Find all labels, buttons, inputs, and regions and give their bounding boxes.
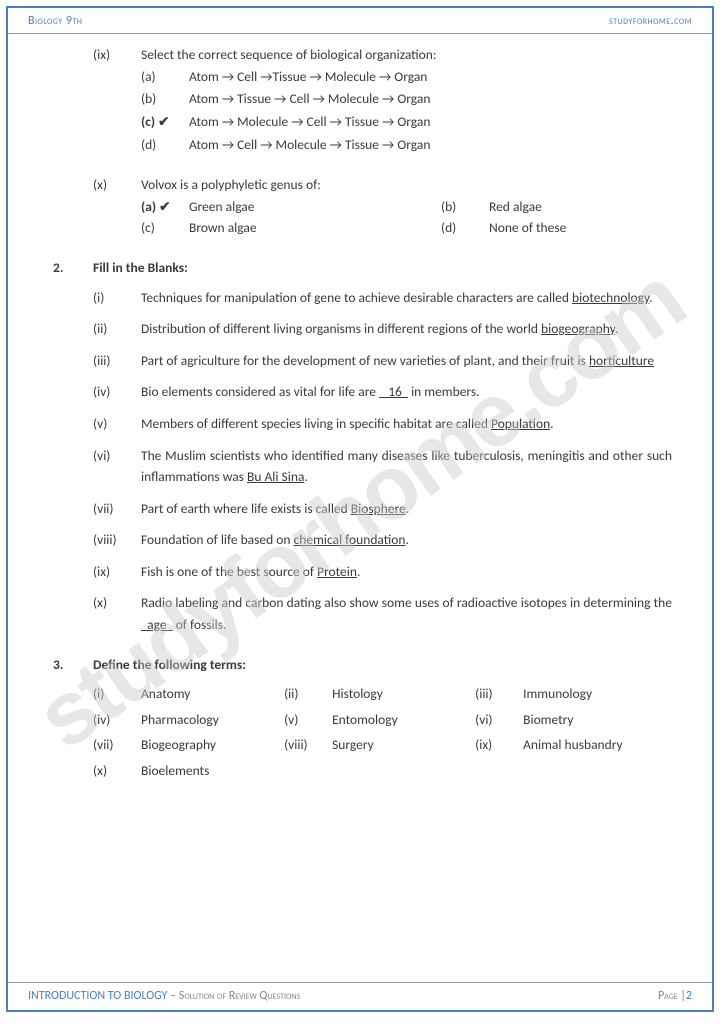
term-item: (iii)Immunology bbox=[475, 683, 666, 705]
fill-blank-item: (ix)Fish is one of the best source of Pr… bbox=[53, 561, 672, 583]
option-a: (a)Atom → Cell →Tissue → Molecule → Orga… bbox=[141, 66, 672, 88]
term-item: (v)Entomology bbox=[284, 709, 475, 731]
term-item: (ix)Animal husbandry bbox=[475, 734, 666, 756]
option-d: (d)Atom → Cell → Molecule → Tissue → Org… bbox=[141, 134, 672, 156]
term-item: (i)Anatomy bbox=[93, 683, 284, 705]
page-frame: Biology 9th studyforhome.com studyforhom… bbox=[6, 6, 714, 1012]
term-item: (vi)Biometry bbox=[475, 709, 666, 731]
footer-left: INTRODUCTION TO BIOLOGY – Solution of Re… bbox=[28, 987, 300, 1006]
section-number: 2. bbox=[53, 257, 93, 279]
section-title: Define the following terms: bbox=[93, 654, 246, 676]
section-2: 2. Fill in the Blanks: (i)Techniques for… bbox=[53, 257, 672, 636]
fill-blank-item: (iv)Bio elements considered as vital for… bbox=[53, 381, 672, 403]
terms-list: (i)Anatomy(ii)Histology(iii)Immunology (i… bbox=[93, 683, 672, 785]
content-area: (ix) Select the correct sequence of biol… bbox=[8, 34, 712, 785]
term-item: (viii)Surgery bbox=[284, 734, 475, 756]
term-item: (ii)Histology bbox=[284, 683, 475, 705]
options-list: (a)Atom → Cell →Tissue → Molecule → Orga… bbox=[141, 66, 672, 155]
term-item: (iv)Pharmacology bbox=[93, 709, 284, 731]
question-number: (ix) bbox=[93, 44, 141, 156]
footer-right: Page |2 bbox=[658, 987, 692, 1006]
fill-blanks-list: (i)Techniques for manipulation of gene t… bbox=[53, 287, 672, 636]
question-x: (x) Volvox is a polyphyletic genus of: (… bbox=[53, 174, 672, 239]
page-header: Biology 9th studyforhome.com bbox=[8, 8, 712, 34]
option-c: (c) ✔Atom → Molecule → Cell → Tissue → O… bbox=[141, 111, 672, 133]
fill-blank-item: (i)Techniques for manipulation of gene t… bbox=[53, 287, 672, 309]
fill-blank-item: (v)Members of different species living i… bbox=[53, 413, 672, 435]
section-3: 3. Define the following terms: (i)Anatom… bbox=[53, 654, 672, 786]
option-row-1: (a) ✔Green algae (b)Red algae bbox=[141, 196, 672, 218]
question-text: Select the correct sequence of biologica… bbox=[141, 44, 672, 66]
header-right: studyforhome.com bbox=[609, 12, 692, 31]
option-b: (b)Atom → Tissue → Cell → Molecule → Org… bbox=[141, 88, 672, 110]
option-row-2: (c)Brown algae (d)None of these bbox=[141, 217, 672, 239]
fill-blank-item: (vi)The Muslim scientists who identified… bbox=[53, 445, 672, 488]
term-item: (x)Bioelements bbox=[93, 760, 284, 782]
question-number: (x) bbox=[93, 174, 141, 239]
term-item: (vii)Biogeography bbox=[93, 734, 284, 756]
fill-blank-item: (x)Radio labeling and carbon dating also… bbox=[53, 592, 672, 635]
fill-blank-item: (ii)Distribution of different living org… bbox=[53, 318, 672, 340]
question-ix: (ix) Select the correct sequence of biol… bbox=[53, 44, 672, 156]
fill-blank-item: (iii)Part of agriculture for the develop… bbox=[53, 350, 672, 372]
fill-blank-item: (vii)Part of earth where life exists is … bbox=[53, 498, 672, 520]
question-text: Volvox is a polyphyletic genus of: bbox=[141, 174, 672, 196]
header-left: Biology 9th bbox=[28, 12, 82, 31]
fill-blank-item: (viii)Foundation of life based on chemic… bbox=[53, 529, 672, 551]
section-number: 3. bbox=[53, 654, 93, 676]
section-title: Fill in the Blanks: bbox=[93, 257, 188, 279]
page-footer: INTRODUCTION TO BIOLOGY – Solution of Re… bbox=[8, 982, 712, 1010]
